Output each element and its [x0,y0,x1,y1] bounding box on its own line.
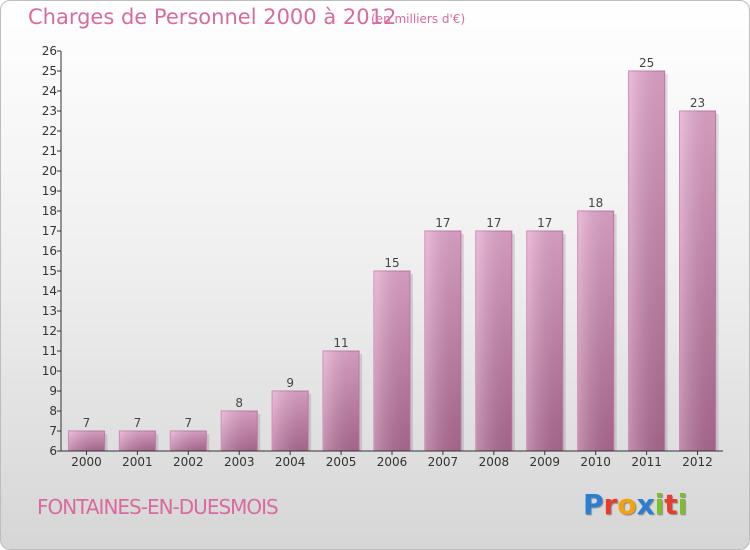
logo-letter: i [677,488,688,521]
chart-subtitle: (en milliers d'€) [371,12,466,26]
data-label-2001: 7 [134,416,142,430]
logo-letter: P [583,488,604,521]
y-tick-label: 19 [42,184,57,198]
y-tick-label: 8 [49,404,57,418]
y-tick-label: 20 [42,164,57,178]
bar-highlight [526,231,563,451]
bar-highlight [68,431,105,451]
y-tick-label: 23 [42,104,57,118]
y-tick-label: 7 [49,424,57,438]
y-tick-label: 14 [42,284,57,298]
y-tick-label: 15 [42,264,57,278]
bars: 7 7 7 8 9 11 15 17 17 17 18 25 23 [67,56,719,452]
logo-letter: r [603,488,618,521]
logo-letter: i [654,488,665,521]
data-label-2008: 17 [486,216,501,230]
bar-highlight [170,431,207,451]
data-label-2002: 7 [184,416,192,430]
y-tick-label: 16 [42,244,57,258]
data-label-2012: 23 [690,96,705,110]
data-label-2006: 15 [384,256,399,270]
logo-letter: t [664,488,678,521]
data-label-2004: 9 [286,376,294,390]
bar-highlight [628,71,665,451]
chart-title: Charges de Personnel 2000 à 2012 [28,5,397,29]
x-tick-label-2006: 2006 [377,455,408,469]
x-axis: 2000 2001 2002 2003 2004 2005 2006 2007 2008 2009… [61,450,723,469]
y-axis: 6 7 8 9 10 11 12 13 14 15 16 17 18 19 20 21 22 23 24 25 26 [42,44,62,458]
x-tick-label-2011: 2011 [631,455,662,469]
y-tick-label: 25 [42,64,57,78]
y-tick-label: 26 [42,44,57,58]
y-tick-label: 13 [42,304,57,318]
y-tick-label: 17 [42,224,57,238]
x-tick-label-2004: 2004 [275,455,306,469]
x-tick-label-2005: 2005 [326,455,357,469]
bar-highlight [119,431,156,451]
bar-highlight [272,391,309,451]
x-tick-label-2012: 2012 [682,455,713,469]
data-label-2011: 25 [639,56,654,70]
bar-highlight [374,271,410,451]
proxiti-logo: Proxiti [583,488,687,521]
bar-highlight [424,231,461,451]
data-label-2003: 8 [235,396,243,410]
y-tick-label: 22 [42,124,57,138]
logo-letter: x [636,488,655,521]
data-label-2007: 17 [435,216,450,230]
data-label-2005: 11 [333,336,348,350]
bar-highlight [679,111,716,451]
x-tick-label-2007: 2007 [428,455,459,469]
y-tick-label: 18 [42,204,57,218]
y-tick-label: 12 [42,324,57,338]
x-tick-label-2002: 2002 [173,455,204,469]
y-tick-label: 10 [42,364,57,378]
bar-highlight [221,411,258,451]
commune-name: FONTAINES-EN-DUESMOIS [37,495,279,519]
x-tick-label-2003: 2003 [224,455,255,469]
x-tick-label-2000: 2000 [71,455,102,469]
data-label-2000: 7 [83,416,91,430]
x-tick-label-2010: 2010 [580,455,611,469]
bar-highlight [323,351,360,451]
x-tick-label-2009: 2009 [529,455,560,469]
y-tick-label: 9 [49,384,57,398]
data-label-2010: 18 [588,196,603,210]
y-tick-label: 11 [42,344,57,358]
data-label-2009: 17 [537,216,552,230]
x-tick-label-2008: 2008 [479,455,510,469]
y-tick-label: 6 [49,444,57,458]
x-tick-label-2001: 2001 [122,455,153,469]
y-tick-label: 21 [42,144,57,158]
bar-highlight [577,211,614,451]
logo-letter: o [617,488,637,521]
bar-highlight [475,231,512,451]
y-tick-label: 24 [42,84,57,98]
